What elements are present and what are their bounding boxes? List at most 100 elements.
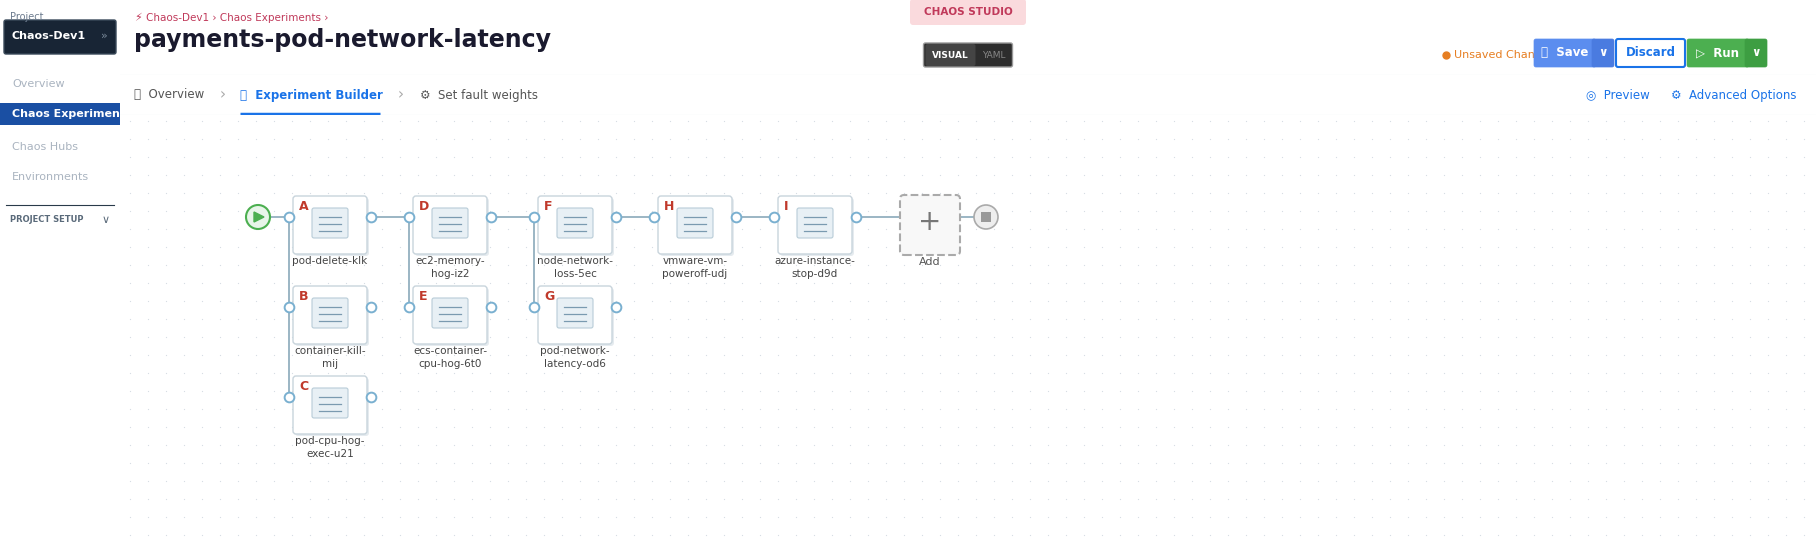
Point xyxy=(151,135,180,143)
Point xyxy=(1771,314,1800,323)
Point xyxy=(908,189,937,197)
Point xyxy=(116,296,145,305)
Point xyxy=(1682,404,1711,413)
Point xyxy=(1051,477,1081,486)
Point xyxy=(133,350,162,359)
Point xyxy=(1411,117,1440,125)
Point xyxy=(1591,422,1620,431)
Point xyxy=(151,153,180,161)
Point xyxy=(169,332,198,341)
Point xyxy=(1142,117,1171,125)
Point xyxy=(1213,278,1242,287)
Point xyxy=(908,296,937,305)
Point xyxy=(1033,243,1062,251)
Point xyxy=(133,243,162,251)
Point xyxy=(1195,207,1224,215)
Point xyxy=(1286,368,1315,377)
Point xyxy=(1393,171,1422,179)
Point xyxy=(1411,422,1440,431)
Point xyxy=(979,189,1008,197)
Point xyxy=(421,441,450,450)
Point xyxy=(1304,350,1333,359)
Point xyxy=(619,153,648,161)
Point xyxy=(817,296,846,305)
FancyBboxPatch shape xyxy=(781,198,854,256)
Point xyxy=(1015,261,1044,269)
Point xyxy=(367,261,396,269)
Point xyxy=(332,332,361,341)
Point xyxy=(547,314,576,323)
Point xyxy=(926,314,955,323)
Point xyxy=(763,386,792,395)
Point xyxy=(890,477,919,486)
Point xyxy=(1682,296,1711,305)
Point xyxy=(565,477,594,486)
Point xyxy=(1429,441,1458,450)
Point xyxy=(817,225,846,233)
Point xyxy=(746,117,775,125)
FancyBboxPatch shape xyxy=(4,20,116,54)
Point xyxy=(1268,171,1297,179)
Point xyxy=(908,368,937,377)
Point xyxy=(1033,314,1062,323)
Point xyxy=(1645,495,1674,504)
Point xyxy=(1538,261,1567,269)
Point xyxy=(944,171,973,179)
Point xyxy=(547,225,576,233)
Point xyxy=(1142,243,1171,251)
Point xyxy=(746,386,775,395)
Point xyxy=(367,495,396,504)
Point xyxy=(1429,422,1458,431)
Point xyxy=(817,207,846,215)
Point xyxy=(763,441,792,450)
Point xyxy=(1466,386,1495,395)
Point xyxy=(187,153,216,161)
Point xyxy=(674,278,703,287)
Point xyxy=(781,171,810,179)
Point xyxy=(1231,153,1260,161)
Point xyxy=(1466,404,1495,413)
Point xyxy=(1393,314,1422,323)
Point xyxy=(1556,495,1585,504)
Point xyxy=(997,135,1026,143)
FancyBboxPatch shape xyxy=(1687,39,1749,67)
Point xyxy=(1286,135,1315,143)
Point xyxy=(385,243,414,251)
Point xyxy=(1304,404,1333,413)
Point xyxy=(1411,350,1440,359)
Point xyxy=(1771,171,1800,179)
Point xyxy=(476,531,505,540)
Text: pod-network-
latency-od6: pod-network- latency-od6 xyxy=(539,346,610,369)
Point xyxy=(835,477,864,486)
Point xyxy=(583,261,612,269)
Point xyxy=(530,207,559,215)
Point xyxy=(260,422,289,431)
Point xyxy=(799,225,828,233)
Point xyxy=(1124,386,1153,395)
Point xyxy=(169,477,198,486)
Point xyxy=(854,477,883,486)
Point xyxy=(494,404,523,413)
Point xyxy=(674,386,703,395)
Point xyxy=(367,117,396,125)
Point xyxy=(421,135,450,143)
Point xyxy=(997,441,1026,450)
Point xyxy=(979,441,1008,450)
Point xyxy=(1015,495,1044,504)
Point xyxy=(1033,278,1062,287)
FancyBboxPatch shape xyxy=(312,298,349,328)
Point xyxy=(403,459,432,468)
Point xyxy=(1627,135,1656,143)
Point xyxy=(278,261,307,269)
Point xyxy=(637,441,666,450)
Point xyxy=(979,495,1008,504)
Point xyxy=(1591,243,1620,251)
Point xyxy=(872,368,901,377)
Point xyxy=(1070,117,1099,125)
Point xyxy=(133,513,162,522)
Point xyxy=(205,261,234,269)
Point xyxy=(1358,386,1387,395)
Point xyxy=(1627,225,1656,233)
Point xyxy=(1484,368,1513,377)
Point xyxy=(835,404,864,413)
